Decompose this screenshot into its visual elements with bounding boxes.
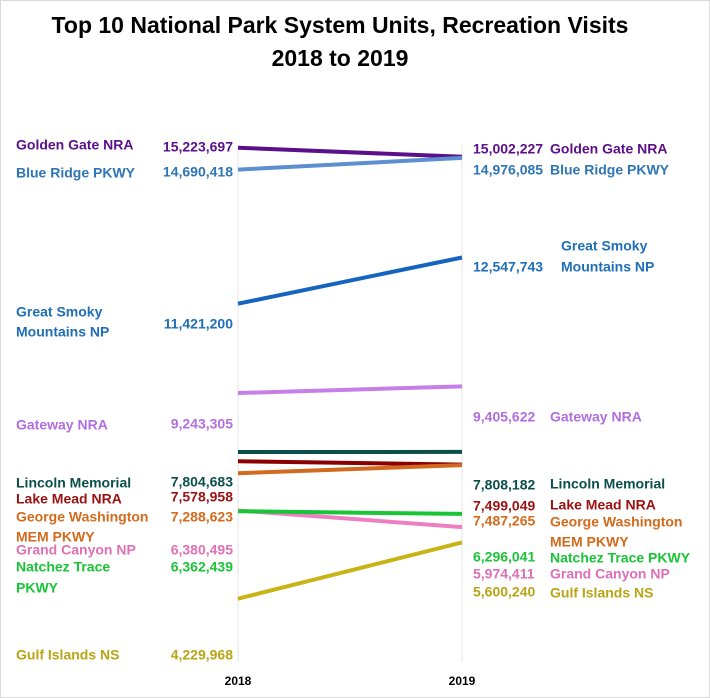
series-line-golden-gate-nra bbox=[237, 145, 463, 159]
series-line-great-smoky-mountains-np bbox=[237, 255, 463, 306]
series-name-right-lincoln-memorial: Lincoln Memorial bbox=[550, 476, 665, 492]
value-label-2018-george-washington-mem-pkwy: 7,288,623 bbox=[171, 509, 233, 525]
value-label-2018-gateway-nra: 9,243,305 bbox=[171, 416, 233, 432]
value-label-2018-golden-gate-nra: 15,223,697 bbox=[163, 139, 233, 155]
chart-subtitle: 2018 to 2019 bbox=[271, 45, 409, 71]
value-label-2019-lincoln-memorial: 7,808,182 bbox=[473, 477, 535, 493]
value-label-2018-lake-mead-nra: 7,578,958 bbox=[171, 489, 233, 505]
x-tick-2019: 2019 bbox=[449, 674, 476, 688]
series-name-left-great-smoky-mountains-np: Mountains NP bbox=[16, 324, 109, 340]
series-line-blue-ridge-pkwy bbox=[237, 155, 463, 172]
value-label-2019-george-washington-mem-pkwy: 7,487,265 bbox=[473, 513, 535, 529]
value-label-2019-blue-ridge-pkwy: 14,976,085 bbox=[473, 162, 543, 178]
series-name-left-great-smoky-mountains-np: Great Smoky bbox=[16, 304, 103, 320]
series-line-gateway-nra bbox=[237, 384, 463, 396]
series-name-right-grand-canyon-np: Grand Canyon NP bbox=[550, 566, 670, 582]
series-name-right-blue-ridge-pkwy: Blue Ridge PKWY bbox=[550, 162, 670, 178]
series-name-left-gulf-islands-ns: Gulf Islands NS bbox=[16, 647, 119, 663]
series-line-gulf-islands-ns bbox=[237, 540, 463, 601]
series-name-left-lincoln-memorial: Lincoln Memorial bbox=[16, 475, 131, 491]
value-label-2019-gulf-islands-ns: 5,600,240 bbox=[473, 584, 535, 600]
value-label-2018-gulf-islands-ns: 4,229,968 bbox=[171, 647, 233, 663]
value-label-2019-lake-mead-nra: 7,499,049 bbox=[473, 498, 535, 514]
value-label-2018-natchez-trace-pkwy: 6,362,439 bbox=[171, 559, 233, 575]
value-label-2019-golden-gate-nra: 15,002,227 bbox=[473, 141, 543, 157]
series-name-right-golden-gate-nra: Golden Gate NRA bbox=[550, 141, 667, 157]
x-tick-2018: 2018 bbox=[225, 674, 252, 688]
series-name-left-grand-canyon-np: Grand Canyon NP bbox=[16, 542, 136, 558]
series-name-left-george-washington-mem-pkwy: MEM PKWY bbox=[16, 529, 95, 545]
chart-title: Top 10 National Park System Units, Recre… bbox=[51, 12, 629, 38]
series-name-right-george-washington-mem-pkwy: George Washington bbox=[550, 514, 682, 530]
series-name-left-gateway-nra: Gateway NRA bbox=[16, 417, 108, 433]
value-label-2018-great-smoky-mountains-np: 11,421,200 bbox=[164, 316, 234, 332]
value-label-2019-natchez-trace-pkwy: 6,296,041 bbox=[473, 549, 535, 565]
series-name-right-great-smoky-mountains-np: Great Smoky bbox=[561, 238, 648, 254]
value-label-2019-great-smoky-mountains-np: 12,547,743 bbox=[473, 259, 543, 275]
series-line-george-washington-mem-pkwy bbox=[237, 463, 463, 476]
series-name-left-natchez-trace-pkwy: PKWY bbox=[16, 580, 59, 596]
value-label-2019-grand-canyon-np: 5,974,411 bbox=[473, 566, 535, 582]
series-line-lake-mead-nra bbox=[237, 459, 463, 467]
series-name-right-gateway-nra: Gateway NRA bbox=[550, 409, 642, 425]
series-line-natchez-trace-pkwy bbox=[237, 509, 463, 516]
series-name-right-gulf-islands-ns: Gulf Islands NS bbox=[550, 585, 653, 601]
series-name-right-george-washington-mem-pkwy: MEM PKWY bbox=[550, 534, 629, 550]
series-name-right-great-smoky-mountains-np: Mountains NP bbox=[561, 259, 654, 275]
series-name-left-blue-ridge-pkwy: Blue Ridge PKWY bbox=[16, 165, 136, 181]
series-name-left-natchez-trace-pkwy: Natchez Trace bbox=[16, 559, 110, 575]
series-name-left-george-washington-mem-pkwy: George Washington bbox=[16, 509, 148, 525]
value-label-2018-lincoln-memorial: 7,804,683 bbox=[171, 474, 233, 490]
series-name-right-lake-mead-nra: Lake Mead NRA bbox=[550, 497, 656, 513]
series-name-left-golden-gate-nra: Golden Gate NRA bbox=[16, 137, 133, 153]
series-name-right-natchez-trace-pkwy: Natchez Trace PKWY bbox=[550, 550, 691, 566]
value-label-2018-grand-canyon-np: 6,380,495 bbox=[171, 542, 233, 558]
value-label-2018-blue-ridge-pkwy: 14,690,418 bbox=[163, 164, 233, 180]
series-name-left-lake-mead-nra: Lake Mead NRA bbox=[16, 491, 122, 507]
value-label-2019-gateway-nra: 9,405,622 bbox=[473, 409, 535, 425]
